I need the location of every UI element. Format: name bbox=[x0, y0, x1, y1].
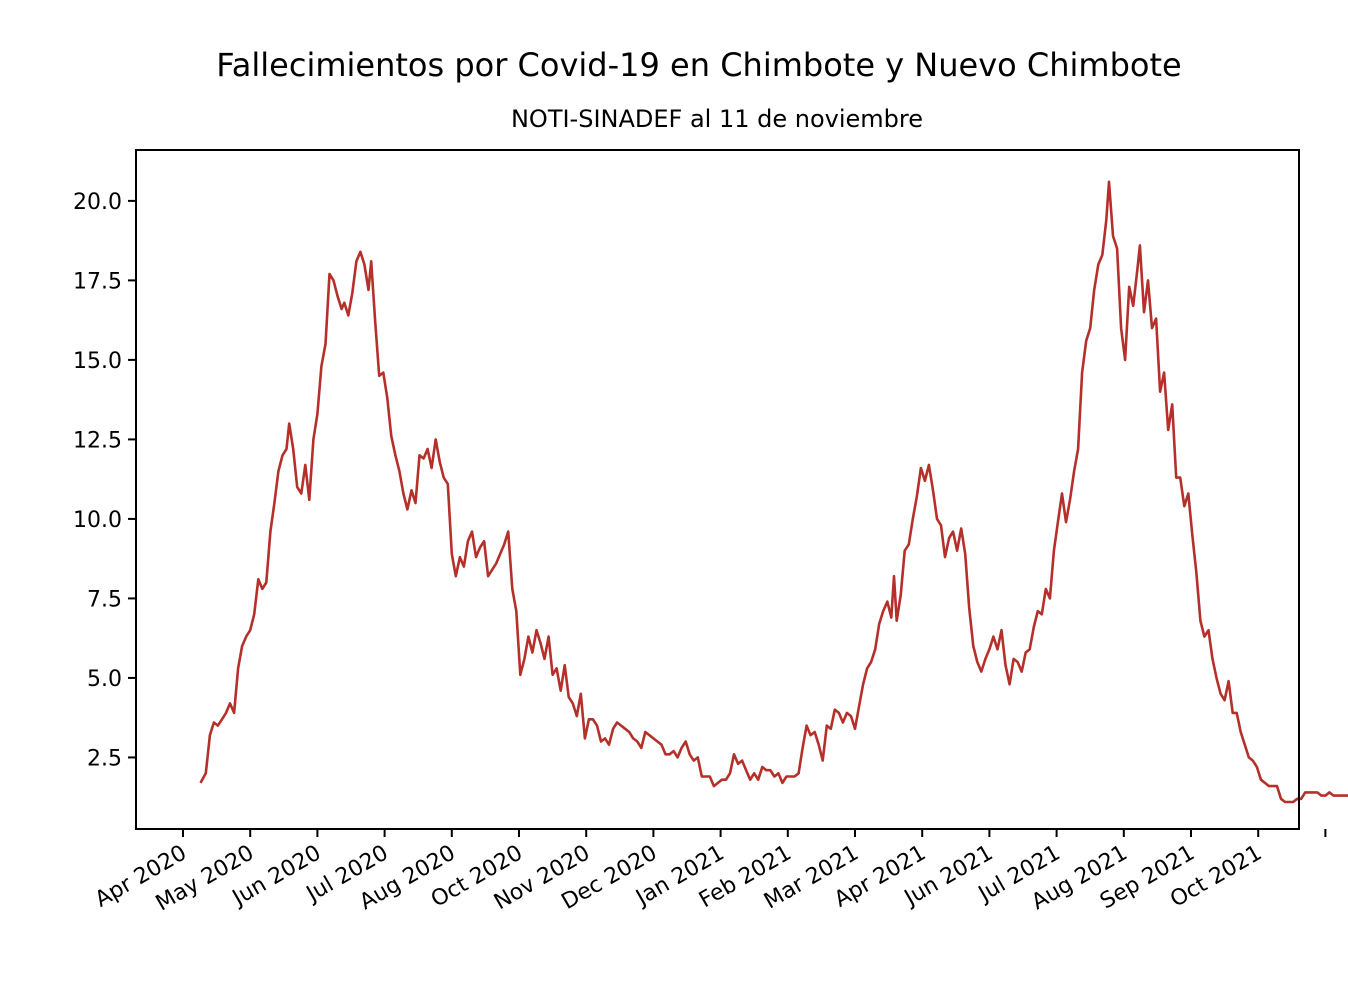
y-tick-label: 20.0 bbox=[73, 190, 122, 215]
plot-frame bbox=[135, 149, 1300, 830]
y-tick-label: 2.5 bbox=[87, 746, 122, 771]
y-axis: 2.5 5.0 7.5 10.0 12.5 15.0 17.5 20.0 bbox=[73, 190, 136, 771]
y-tick-label: 15.0 bbox=[73, 349, 122, 374]
y-tick-label: 17.5 bbox=[73, 269, 122, 294]
y-tick-label: 10.0 bbox=[73, 508, 122, 533]
y-tick-label: 12.5 bbox=[73, 428, 122, 453]
y-tick-label: 7.5 bbox=[87, 587, 122, 612]
y-tick-label: 5.0 bbox=[87, 667, 122, 692]
series-line bbox=[199, 180, 1348, 804]
chart-subtitle: NOTI-SINADEF al 11 de noviembre bbox=[511, 105, 923, 133]
chart-title: Fallecimientos por Covid-19 en Chimbote … bbox=[216, 46, 1181, 84]
